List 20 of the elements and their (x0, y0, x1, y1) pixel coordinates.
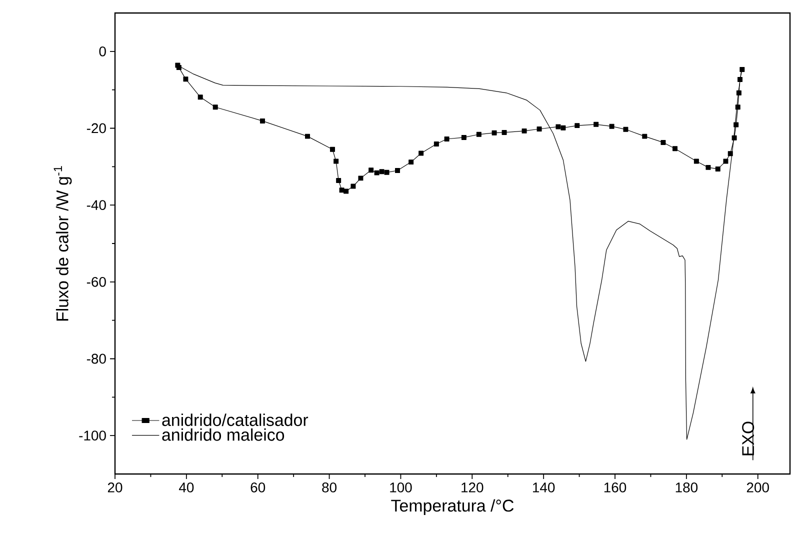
x-tick-label: 80 (322, 482, 337, 492)
y-axis-title: Fluxo de calor /W g$^{-1}$ (54, 166, 72, 321)
x-tick-label: 20 (108, 482, 122, 492)
x-tick-label: 40 (178, 482, 194, 492)
y-tick-label: -100 (79, 430, 106, 441)
y-tick-label: 0 (99, 46, 106, 56)
x-tick-label: 120 (462, 482, 484, 492)
x-tick-label: 200 (746, 482, 769, 492)
x-tick-label: 100 (390, 482, 412, 492)
x-tick-label: 160 (604, 482, 626, 492)
y-tick-label: -20 (86, 123, 106, 134)
legend-label: anidrido maleico (162, 428, 284, 441)
y-tick-label: -40 (86, 200, 106, 210)
x-axis-title: Temperatura /°C (391, 499, 514, 516)
y-tick-label: -80 (86, 354, 106, 364)
y-tick-label: -60 (86, 276, 106, 287)
legend-label: anidrido/catalisador (162, 414, 308, 426)
x-tick-label: 60 (250, 482, 266, 492)
x-tick-label: 140 (533, 482, 555, 492)
x-tick-label: 180 (676, 482, 698, 492)
